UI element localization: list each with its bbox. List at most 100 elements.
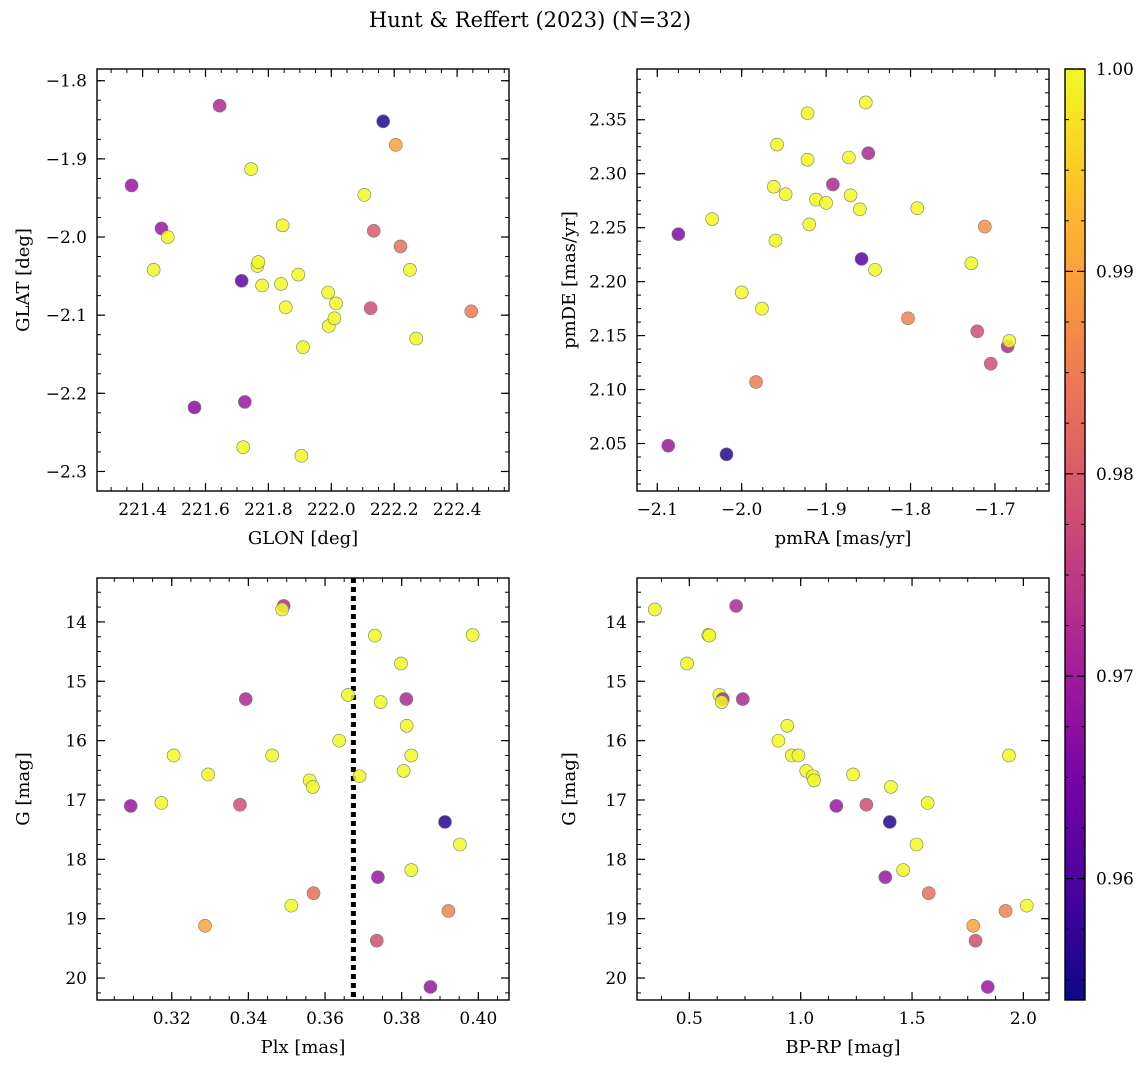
- x-tick-label: −1.9: [805, 500, 846, 520]
- scatter-point: [294, 449, 309, 463]
- scatter-point: [357, 188, 372, 202]
- x-axis-label: GLON [deg]: [248, 528, 358, 549]
- colorbar-tick-label: 0.96: [1096, 870, 1134, 890]
- scatter-point: [854, 252, 869, 266]
- scatter-point: [859, 797, 874, 812]
- scatter-point: [265, 748, 279, 763]
- y-tick-label: −1.9: [46, 150, 87, 170]
- scatter-point: [901, 311, 915, 326]
- scatter-point: [648, 602, 662, 617]
- y-tick-label: −2.0: [46, 228, 87, 248]
- x-tick-label: −1.8: [890, 500, 931, 520]
- y-tick-label: 18: [605, 850, 627, 870]
- y-tick-label: 2.25: [589, 219, 627, 239]
- axes-frame: [636, 68, 1050, 492]
- scatter-point: [212, 98, 227, 113]
- scatter-point: [234, 273, 249, 288]
- y-tick-label: −2.3: [46, 462, 87, 482]
- scatter-point: [770, 137, 784, 152]
- scatter-point: [819, 196, 833, 210]
- scatter-point: [441, 904, 456, 918]
- scatter-point: [399, 718, 414, 733]
- scatter-point: [980, 980, 995, 994]
- colorbar: 0.96 0.97 0.98 0.99 1.00: [1064, 60, 1134, 1001]
- y-axis-label: GLAT [deg]: [13, 228, 34, 332]
- x-tick-label: −1.7: [974, 500, 1015, 520]
- scatter-point: [968, 933, 983, 948]
- scatter-point: [160, 230, 175, 244]
- scatter-point: [909, 837, 924, 852]
- y-tick-label: 15: [605, 672, 627, 692]
- y-tick-label: 2.10: [589, 381, 627, 401]
- scatter-point: [327, 311, 342, 326]
- axes-frame: [96, 68, 510, 492]
- y-tick-label: 16: [605, 732, 627, 752]
- scatter-point: [884, 780, 898, 794]
- colorbar-tick-label: 1.00: [1096, 60, 1134, 80]
- scatter-point: [366, 223, 381, 238]
- x-tick-label: 0.32: [153, 1009, 191, 1029]
- x-tick-label: 222.0: [307, 500, 356, 520]
- y-tick-label: 17: [65, 791, 87, 811]
- panel-plx-g: 0.32 0.34 0.36 0.38 0.40 14 15 16 17 18 19 20 Plx [m…: [13, 577, 510, 1058]
- scatter-point: [705, 212, 719, 226]
- scatter-point: [368, 628, 382, 643]
- scatter-point: [735, 692, 750, 706]
- scatter-point: [238, 692, 253, 706]
- y-tick-label: 18: [65, 850, 87, 870]
- scatter-point: [749, 375, 763, 389]
- scatter-point: [274, 277, 288, 291]
- scatter-point: [275, 602, 289, 617]
- scatter-point: [409, 331, 424, 346]
- axes-frame: [96, 577, 510, 1001]
- scatter-point: [284, 898, 299, 913]
- scatter-point: [861, 146, 876, 160]
- scatter-point: [236, 440, 251, 455]
- scatter-point: [373, 695, 388, 709]
- panel-pmra-pmde: −2.1 −2.0 −1.9 −1.8 −1.7 2.05 2.10 2.15 2.20 2.25…: [559, 68, 1050, 549]
- scatter-point: [396, 764, 411, 778]
- scatter-point: [464, 304, 479, 319]
- y-axis-label: pmDE [mas/yr]: [559, 211, 580, 349]
- x-tick-label: 222.4: [433, 500, 482, 520]
- scatter-point: [661, 438, 676, 453]
- x-axis-label: pmRA [mas/yr]: [775, 528, 912, 549]
- scatter-point: [371, 870, 385, 884]
- y-tick-label: 16: [65, 732, 87, 752]
- x-tick-label: 0.38: [383, 1009, 421, 1029]
- scatter-point: [291, 267, 306, 282]
- scatter-point: [376, 114, 390, 129]
- panels: 221.4 221.6 221.8 222.0 222.2 222.4 −2.3 −2.2 −2…: [13, 68, 1050, 1058]
- scatter-point: [800, 106, 815, 121]
- scatter-point: [878, 870, 893, 884]
- scatter-point: [465, 628, 480, 642]
- x-tick-label: 221.4: [118, 500, 167, 520]
- colorbar-gradient: [1064, 68, 1086, 1001]
- x-axis-label: BP-RP [mag]: [785, 1037, 900, 1058]
- panel-glon-glat: 221.4 221.6 221.8 222.0 222.2 222.4 −2.3 −2.2 −2…: [13, 68, 510, 549]
- scatter-point: [251, 255, 266, 269]
- x-tick-label: −2.0: [721, 500, 762, 520]
- scatter-point: [755, 301, 769, 316]
- scatter-point: [255, 278, 269, 293]
- scatter-point: [858, 95, 873, 110]
- x-tick-label: 221.8: [244, 500, 293, 520]
- scatter-point: [768, 233, 783, 248]
- scatter-point: [187, 400, 202, 415]
- scatter-point: [843, 188, 858, 203]
- scatter-point: [166, 748, 181, 763]
- scatter-point: [399, 692, 414, 706]
- y-tick-label: 14: [65, 613, 87, 633]
- scatter-point: [305, 780, 320, 794]
- scatter-point: [734, 285, 749, 300]
- scatter-point: [393, 239, 408, 254]
- scatter-point: [778, 187, 793, 201]
- scatter-point: [306, 886, 321, 900]
- y-tick-label: 2.15: [589, 327, 627, 347]
- scatter-point: [729, 599, 743, 613]
- scatter-point: [198, 919, 212, 933]
- scatter-point: [800, 152, 815, 167]
- y-tick-label: −2.1: [46, 306, 87, 326]
- y-tick-label: 2.20: [589, 273, 627, 293]
